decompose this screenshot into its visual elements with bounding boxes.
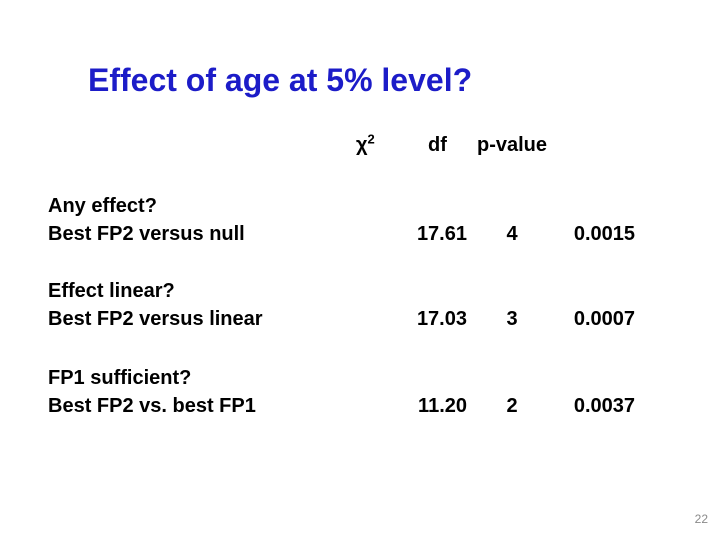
p-value: 0.0007 bbox=[573, 308, 635, 330]
row-comparison: Best FP2 versus null bbox=[48, 223, 245, 245]
col-header-df: df bbox=[428, 134, 447, 156]
p-value: 0.0015 bbox=[573, 223, 635, 245]
row-label: Effect linear? Best FP2 versus linear bbox=[48, 277, 263, 333]
slide-title: Effect of age at 5% level? bbox=[88, 62, 473, 98]
table-row: FP1 sufficient? Best FP2 vs. best FP1 11… bbox=[0, 364, 720, 422]
df-value: 2 bbox=[506, 395, 518, 417]
df-value: 3 bbox=[506, 308, 518, 330]
chi-superscript: 2 bbox=[367, 131, 375, 147]
chi-squared-value: 17.03 bbox=[416, 308, 467, 330]
row-question: Effect linear? bbox=[48, 280, 175, 302]
chi-squared-value: 11.20 bbox=[418, 395, 467, 417]
row-question: FP1 sufficient? bbox=[48, 367, 192, 389]
table-row: Effect linear? Best FP2 versus linear 17… bbox=[0, 277, 720, 335]
row-label: FP1 sufficient? Best FP2 vs. best FP1 bbox=[48, 364, 256, 420]
row-comparison: Best FP2 vs. best FP1 bbox=[48, 395, 256, 417]
col-header-p-value: p-value bbox=[477, 134, 548, 156]
page-number: 22 bbox=[694, 512, 708, 526]
row-comparison: Best FP2 versus linear bbox=[48, 308, 263, 330]
p-value: 0.0037 bbox=[573, 395, 635, 417]
row-label: Any effect? Best FP2 versus null bbox=[48, 192, 245, 248]
table-row: Any effect? Best FP2 versus null 17.61 4… bbox=[0, 192, 720, 250]
col-header-chi-squared: χ2 bbox=[356, 131, 375, 157]
chi-symbol: χ bbox=[356, 134, 368, 156]
row-question: Any effect? bbox=[48, 195, 157, 217]
chi-squared-value: 17.61 bbox=[416, 223, 467, 245]
df-value: 4 bbox=[506, 223, 518, 245]
